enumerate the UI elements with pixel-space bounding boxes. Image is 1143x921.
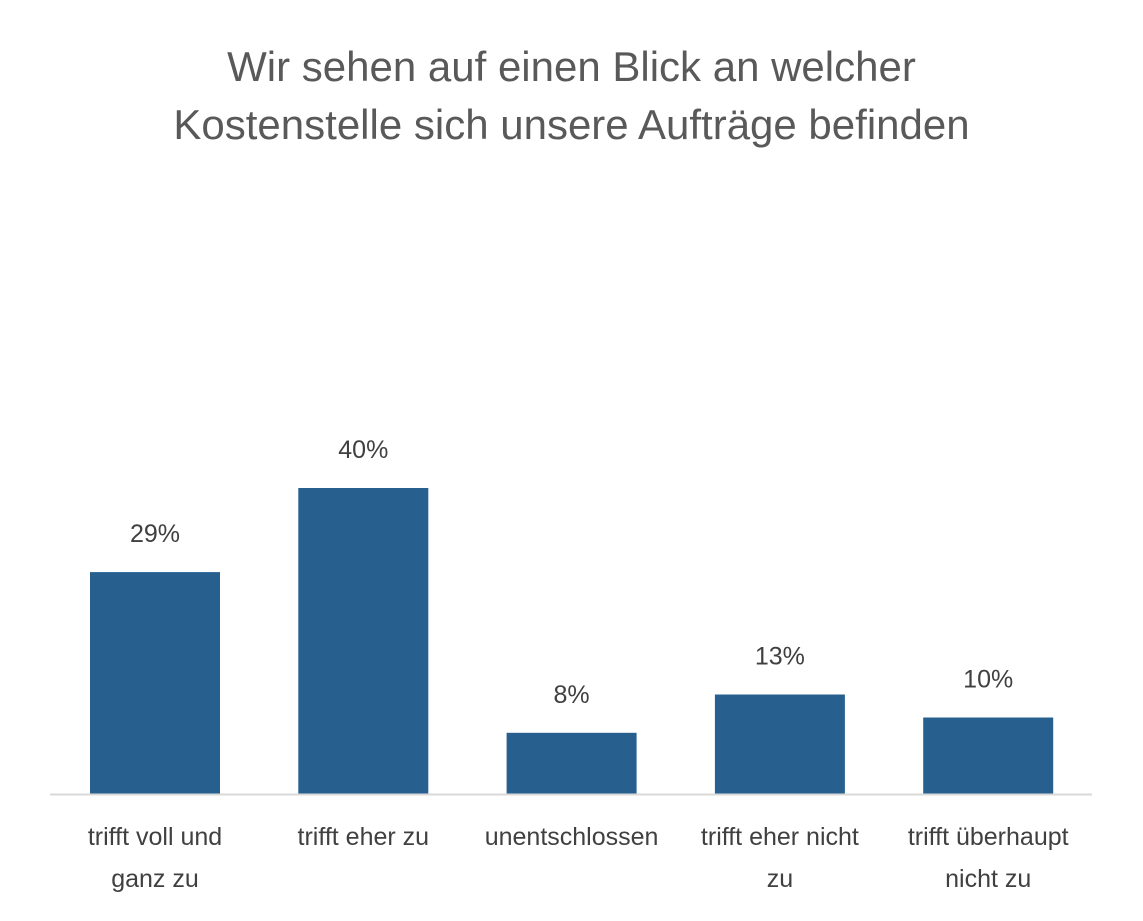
data-label-3: 13% bbox=[755, 643, 805, 671]
bar-3 bbox=[714, 694, 845, 794]
x-tick-label-3-line-1: zu bbox=[767, 865, 793, 893]
tick-labels-group: trifft voll und ganz zu trifft eher zu unen… bbox=[88, 823, 1069, 893]
x-tick-label-3: trifft eher nicht zu bbox=[701, 823, 859, 893]
x-tick-label-1: trifft eher zu bbox=[298, 823, 430, 851]
x-tick-label-2-line-0: unentschlossen bbox=[485, 823, 659, 851]
bar-2 bbox=[506, 732, 637, 794]
chart-title-line-1: Wir sehen auf einen Blick an welcher bbox=[227, 43, 916, 90]
x-tick-label-4: trifft überhaupt nicht zu bbox=[908, 823, 1069, 893]
data-label-0: 29% bbox=[130, 520, 180, 548]
data-labels-group: 29% 40% 8% 13% 10% bbox=[130, 436, 1013, 709]
data-label-1: 40% bbox=[338, 436, 388, 464]
x-tick-label-2: unentschlossen bbox=[485, 823, 659, 851]
x-tick-label-0-line-1: ganz zu bbox=[111, 865, 199, 893]
x-tick-label-4-line-1: nicht zu bbox=[945, 865, 1031, 893]
bar-4 bbox=[923, 717, 1054, 794]
chart-title: Wir sehen auf einen Blick an welcher Kos… bbox=[0, 38, 1143, 154]
x-tick-label-1-line-0: trifft eher zu bbox=[298, 823, 430, 851]
bar-0 bbox=[90, 572, 220, 794]
data-label-4: 10% bbox=[963, 666, 1013, 694]
x-tick-label-0: trifft voll und ganz zu bbox=[88, 823, 222, 893]
x-tick-label-3-line-0: trifft eher nicht bbox=[701, 823, 859, 851]
data-label-2: 8% bbox=[554, 681, 590, 709]
bar-1 bbox=[298, 488, 429, 794]
x-tick-label-0-line-0: trifft voll und bbox=[88, 823, 222, 851]
bars-group bbox=[90, 488, 1054, 794]
x-tick-label-4-line-0: trifft überhaupt bbox=[908, 823, 1069, 851]
chart-title-line-2: Kostenstelle sich unsere Aufträge befind… bbox=[173, 101, 970, 148]
